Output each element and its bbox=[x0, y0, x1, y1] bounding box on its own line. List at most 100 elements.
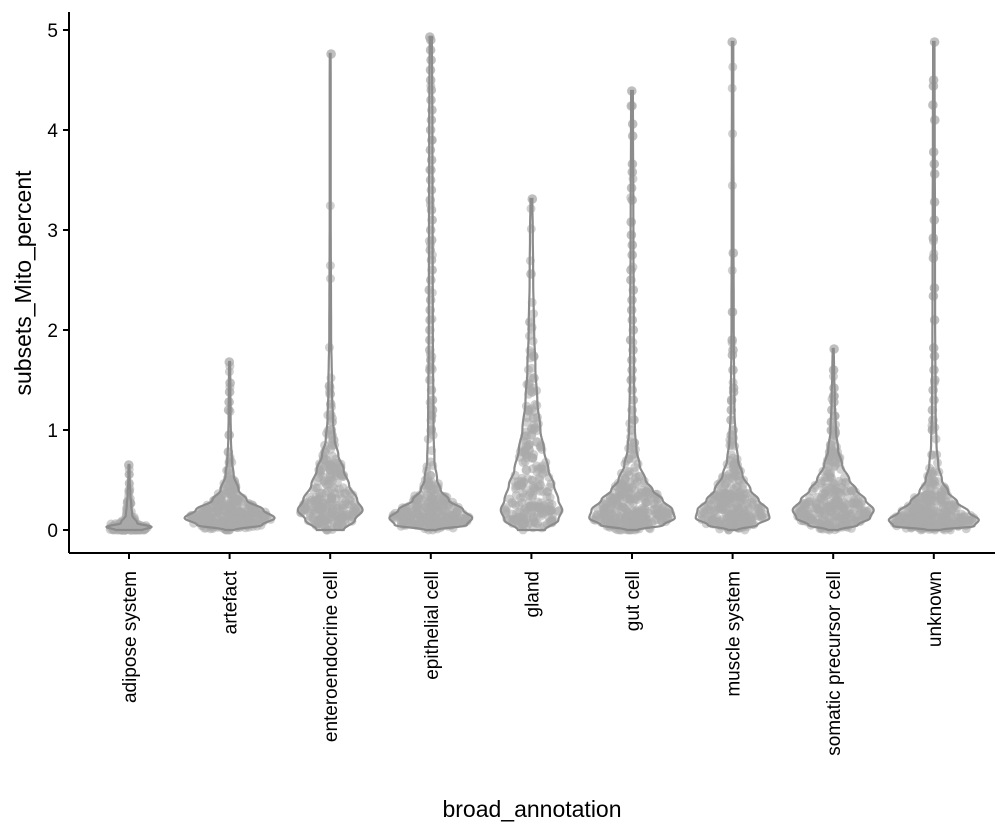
data-point bbox=[319, 477, 329, 487]
data-point bbox=[722, 471, 732, 481]
data-point bbox=[813, 492, 823, 502]
x-tick-label: unknown bbox=[925, 571, 946, 647]
violin-outline bbox=[694, 40, 771, 532]
data-point bbox=[316, 465, 325, 475]
data-point bbox=[308, 505, 318, 515]
data-point bbox=[708, 515, 717, 524]
data-point bbox=[849, 495, 859, 505]
outlier-point bbox=[523, 405, 534, 415]
data-point bbox=[619, 488, 629, 498]
data-point bbox=[836, 488, 845, 498]
data-point bbox=[528, 336, 538, 346]
data-point bbox=[700, 508, 710, 518]
outlier-point bbox=[627, 295, 637, 305]
violin-points bbox=[388, 32, 474, 535]
data-point bbox=[808, 513, 818, 523]
data-point bbox=[925, 508, 935, 518]
outlier-point bbox=[425, 175, 436, 185]
outlier-point bbox=[526, 269, 536, 279]
data-point bbox=[204, 505, 213, 515]
data-point bbox=[236, 497, 246, 507]
y-tick-label: 3 bbox=[47, 221, 58, 242]
outlier-point bbox=[627, 315, 638, 325]
data-point bbox=[805, 493, 815, 503]
data-point bbox=[423, 480, 433, 490]
data-point bbox=[632, 477, 642, 487]
data-point bbox=[631, 513, 641, 523]
violin-adipose-system bbox=[105, 460, 153, 535]
data-point bbox=[305, 492, 315, 502]
data-point bbox=[733, 502, 743, 511]
data-point bbox=[429, 504, 439, 514]
data-point bbox=[420, 493, 430, 502]
violin-epithelial-cell bbox=[388, 32, 474, 535]
outlier-point bbox=[426, 275, 436, 285]
y-tick-label: 0 bbox=[47, 521, 58, 542]
data-point bbox=[539, 464, 549, 474]
data-point bbox=[598, 502, 608, 512]
violin-outline bbox=[499, 197, 564, 532]
outlier-point bbox=[627, 250, 637, 260]
violin-enteroendocrine-cell bbox=[296, 49, 364, 535]
outlier-point bbox=[627, 240, 638, 250]
data-point bbox=[942, 512, 952, 522]
data-point bbox=[332, 478, 342, 488]
data-point bbox=[936, 495, 946, 505]
data-point bbox=[407, 511, 417, 521]
data-point bbox=[337, 514, 347, 523]
data-point bbox=[630, 462, 640, 472]
outlier-point bbox=[425, 75, 436, 85]
data-point bbox=[713, 503, 723, 512]
y-tick-label: 1 bbox=[47, 421, 58, 442]
outlier-point bbox=[426, 165, 436, 175]
y-axis-title: subsets_Mito_percent bbox=[10, 170, 36, 396]
data-point bbox=[803, 506, 813, 516]
data-point bbox=[522, 513, 531, 523]
data-point bbox=[641, 514, 651, 524]
data-point bbox=[829, 479, 839, 489]
data-point bbox=[414, 517, 424, 527]
outlier-point bbox=[325, 389, 336, 399]
outlier-point bbox=[426, 95, 436, 105]
data-point bbox=[443, 509, 453, 519]
outlier-point bbox=[521, 465, 532, 475]
data-point bbox=[340, 488, 350, 498]
outlier-point bbox=[626, 305, 637, 315]
data-point bbox=[511, 514, 520, 524]
data-point bbox=[327, 485, 337, 494]
x-ticks: adipose system artefact enteroendocrine ce… bbox=[120, 553, 946, 756]
violin-unknown bbox=[887, 37, 980, 535]
data-point bbox=[625, 499, 635, 509]
x-tick-label: muscle system bbox=[724, 571, 745, 697]
data-point bbox=[501, 503, 511, 513]
data-point bbox=[325, 472, 335, 482]
violin-outline bbox=[388, 35, 474, 532]
violin-gut-cell bbox=[588, 86, 676, 535]
data-point bbox=[541, 507, 551, 517]
data-point bbox=[857, 505, 867, 515]
outlier-point bbox=[535, 480, 545, 490]
data-point bbox=[825, 506, 835, 516]
data-point bbox=[631, 520, 641, 530]
violin-outline bbox=[296, 52, 364, 532]
data-point bbox=[824, 500, 834, 510]
violin-points bbox=[696, 37, 769, 535]
outlier-point bbox=[532, 437, 542, 447]
data-point bbox=[722, 491, 731, 501]
data-point bbox=[505, 494, 514, 504]
data-point bbox=[225, 503, 235, 513]
data-point bbox=[519, 505, 529, 515]
data-point bbox=[662, 506, 672, 515]
violin-outline bbox=[887, 40, 980, 532]
outlier-point bbox=[425, 145, 436, 155]
violin-artefact bbox=[183, 357, 276, 535]
data-point bbox=[231, 513, 241, 523]
outlier-point bbox=[525, 317, 535, 327]
outlier-point bbox=[929, 395, 939, 405]
data-point bbox=[825, 520, 834, 530]
data-point bbox=[592, 510, 602, 520]
data-point bbox=[327, 493, 337, 503]
data-point bbox=[817, 512, 827, 521]
data-point bbox=[638, 503, 647, 513]
data-point bbox=[532, 519, 542, 529]
